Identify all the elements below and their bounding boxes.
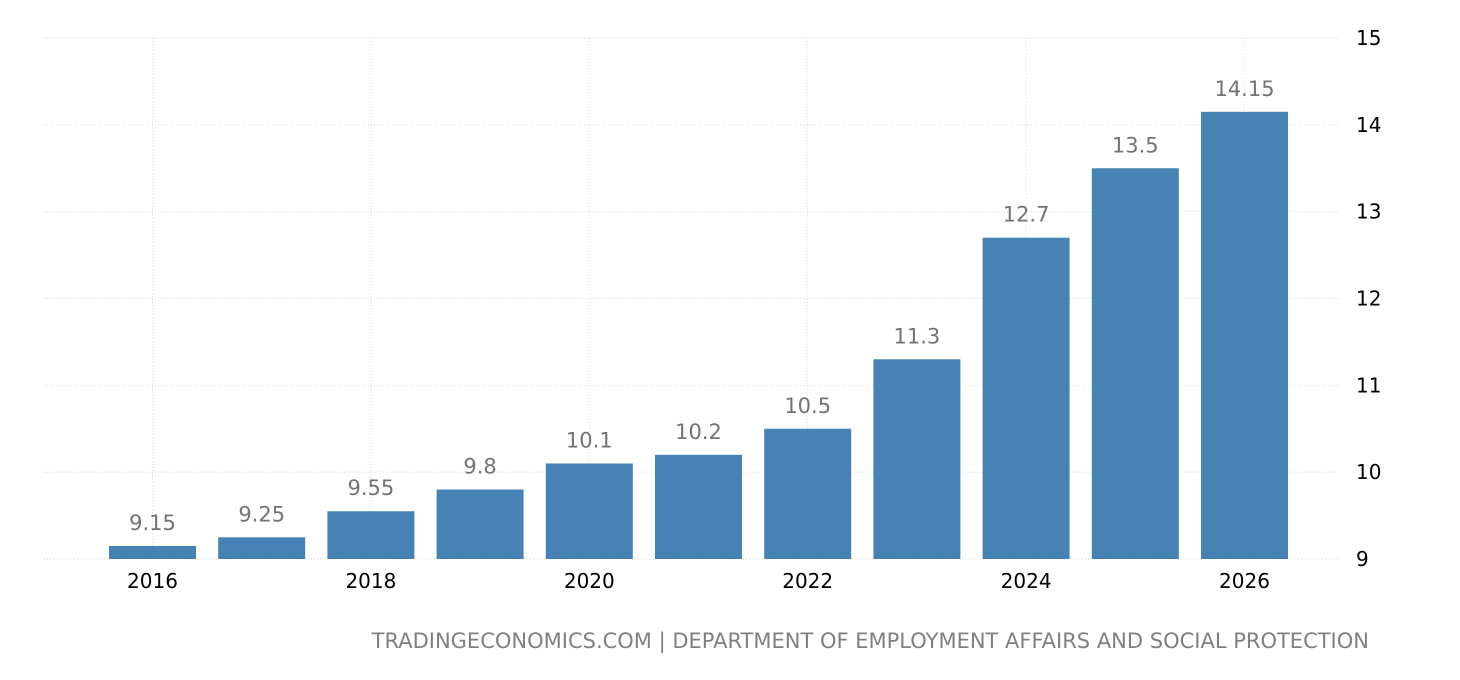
y-tick-label: 12 (1356, 287, 1381, 311)
y-tick-label: 15 (1356, 26, 1381, 50)
bar-2016 (109, 545, 196, 559)
x-axis: 2016 2018 2020 2022 2024 2026 (127, 569, 1270, 593)
y-tick-label: 11 (1356, 373, 1381, 397)
data-label-2021: 10.2 (675, 420, 722, 444)
x-tick-label: 2020 (564, 569, 615, 593)
data-label-2016: 9.15 (129, 511, 176, 535)
y-tick-label: 10 (1356, 460, 1381, 484)
x-tick-label: 2022 (782, 569, 833, 593)
x-tick-label: 2026 (1219, 569, 1270, 593)
data-labels: 9.15 9.25 9.55 9.8 10.1 10.2 10.5 11.3 12.7 13.5 1… (129, 77, 1274, 535)
source-caption: TRADINGECONOMICS.COM | DEPARTMENT OF EMP… (371, 629, 1369, 653)
bar-2021 (655, 454, 742, 559)
data-label-2024: 12.7 (1003, 203, 1050, 227)
data-label-2025: 13.5 (1112, 133, 1159, 157)
y-tick-label: 13 (1356, 200, 1381, 224)
data-label-2026: 14.15 (1214, 77, 1274, 101)
x-tick-label: 2016 (127, 569, 178, 593)
x-tick-label: 2024 (1001, 569, 1052, 593)
data-label-2017: 9.25 (238, 502, 285, 526)
data-label-2020: 10.1 (566, 428, 613, 452)
bar-2026 (1201, 111, 1288, 559)
data-label-2023: 11.3 (894, 324, 941, 348)
bar-2025 (1091, 168, 1179, 559)
y-tick-label: 9 (1356, 547, 1369, 571)
y-axis: 9 10 11 12 13 14 15 (1356, 26, 1381, 571)
bar-2018 (327, 511, 415, 559)
bar-2020 (545, 463, 633, 559)
data-label-2019: 9.8 (463, 455, 496, 479)
bar-2019 (436, 489, 524, 559)
data-label-2022: 10.5 (784, 394, 831, 418)
data-label-2018: 9.55 (348, 476, 395, 500)
bar-2017 (218, 537, 306, 559)
bar-2024 (982, 237, 1070, 559)
bars (109, 111, 1288, 559)
y-tick-label: 14 (1356, 113, 1381, 137)
bar-2023 (873, 359, 961, 559)
x-tick-label: 2018 (345, 569, 396, 593)
bar-2022 (764, 428, 852, 559)
